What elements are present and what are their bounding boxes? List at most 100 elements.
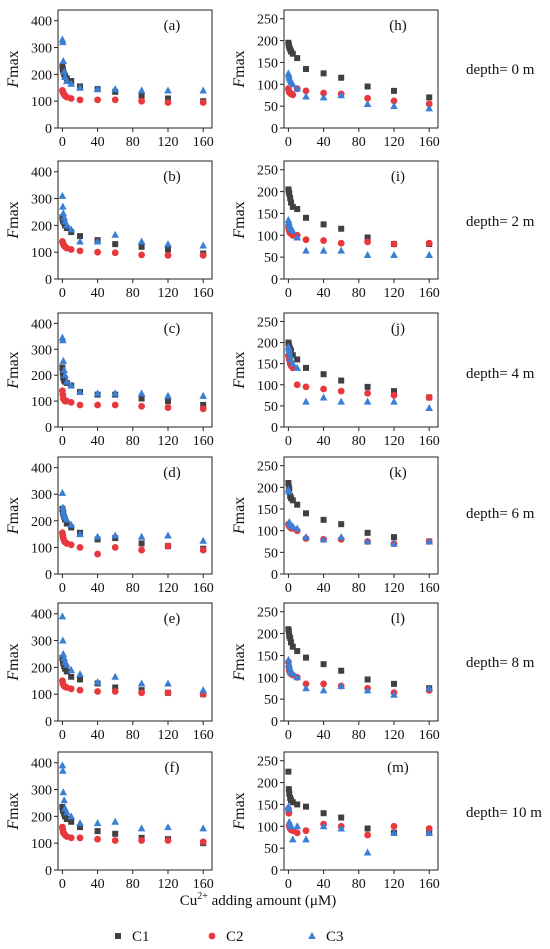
point-C1	[294, 356, 301, 363]
point-C3	[63, 660, 71, 668]
point-C2	[199, 99, 207, 106]
point-C2	[390, 240, 398, 248]
legend-marker-C3	[308, 932, 316, 939]
point-C3	[67, 225, 75, 233]
y-tick-label: 250	[257, 315, 278, 330]
point-C1	[285, 628, 292, 635]
point-C2	[364, 389, 371, 397]
point-C2	[76, 401, 84, 409]
point-C3	[137, 532, 146, 540]
y-axis-label: Fmax	[231, 497, 248, 535]
y-tick-label: 0	[271, 273, 278, 288]
point-C2	[164, 252, 172, 259]
x-tick-label: 40	[317, 434, 331, 449]
point-C3	[59, 209, 68, 217]
series-C1	[285, 768, 433, 836]
point-C3	[60, 366, 68, 373]
panel-d: 0 100 200 300 400 0 40 80 120 160 Fmax (d)	[5, 456, 214, 596]
point-C1	[303, 214, 309, 221]
depth-label-8: depth= 8 m	[466, 655, 535, 671]
y-axis-label: Fmax	[231, 351, 248, 389]
y-tick-label: 50	[264, 693, 278, 708]
panel-letter: (b)	[163, 169, 181, 185]
series-C2	[285, 520, 433, 548]
x-tick-label: 0	[285, 286, 292, 301]
plot-frame	[57, 9, 213, 129]
point-C2	[67, 398, 75, 406]
y-tick-label: 100	[257, 78, 278, 93]
point-C3	[63, 77, 71, 85]
series-C2	[285, 351, 433, 401]
point-C3	[363, 397, 372, 405]
point-C1	[287, 634, 294, 641]
y-tick-label: 0	[271, 864, 278, 879]
series-C3	[284, 69, 433, 112]
y-tick-label: 200	[31, 661, 52, 676]
y-tick-label: 100	[257, 525, 278, 540]
point-C3	[302, 533, 310, 541]
y-tick-label: 300	[31, 193, 52, 208]
x-tick-label: 160	[419, 728, 440, 743]
point-C1	[77, 676, 83, 683]
point-C2	[199, 252, 207, 259]
point-C3	[199, 824, 207, 832]
point-C3	[199, 686, 207, 694]
y-tick-label: 100	[31, 688, 52, 703]
point-C3	[302, 684, 310, 692]
panel-c: 0 100 200 300 400 0 40 80 120 160 Fmax (c)	[5, 312, 214, 449]
point-C3	[59, 636, 67, 644]
legend-marker-C1	[115, 933, 121, 939]
point-C1	[77, 824, 83, 831]
point-C1	[138, 540, 145, 547]
point-C1	[68, 818, 75, 825]
point-C2	[320, 385, 327, 393]
panel-letter: (h)	[389, 18, 407, 34]
plot-frame	[283, 9, 439, 129]
y-tick-label: 0	[271, 122, 278, 137]
point-C3	[319, 393, 328, 401]
y-tick-label: 400	[31, 317, 52, 332]
point-C2	[94, 550, 101, 558]
point-C2	[337, 239, 345, 247]
point-C2	[164, 404, 172, 411]
panel-k: 0 50 100 150 200 250 0 40 80 120 160 Fmax (k)	[231, 456, 440, 596]
point-C2	[425, 239, 433, 247]
x-tick-label: 80	[126, 135, 140, 150]
y-tick-label: 400	[31, 15, 52, 30]
point-C3	[319, 93, 328, 101]
plot-frame	[283, 602, 439, 722]
point-C2	[76, 247, 84, 255]
y-tick-label: 150	[257, 358, 278, 373]
point-C3	[60, 653, 68, 661]
point-C1	[289, 799, 296, 806]
y-tick-label: 0	[271, 568, 278, 583]
plot-frame	[283, 312, 439, 428]
y-tick-label: 150	[257, 649, 278, 664]
point-C1	[286, 190, 293, 197]
point-C1	[391, 388, 397, 395]
point-C1	[165, 398, 171, 405]
plot-frame	[283, 456, 439, 575]
point-C2	[293, 829, 301, 837]
point-C2	[111, 401, 119, 409]
point-C1	[364, 83, 371, 90]
point-C3	[63, 377, 71, 385]
point-C3	[289, 522, 297, 530]
panel-letter: (c)	[164, 321, 181, 337]
point-C1	[391, 87, 397, 94]
point-C2	[302, 680, 310, 688]
point-C1	[112, 830, 119, 837]
y-tick-label: 50	[264, 251, 278, 266]
point-C3	[164, 86, 172, 94]
point-C2	[199, 405, 207, 413]
panel-letter: (e)	[164, 611, 181, 627]
point-C3	[93, 389, 102, 397]
y-tick-label: 50	[264, 546, 278, 561]
series-C3	[58, 191, 207, 249]
point-C2	[199, 838, 207, 846]
panel-letter: (a)	[164, 18, 181, 34]
point-C3	[137, 237, 146, 245]
point-C2	[111, 688, 119, 695]
y-tick-label: 400	[31, 462, 52, 477]
y-tick-label: 150	[257, 798, 278, 813]
